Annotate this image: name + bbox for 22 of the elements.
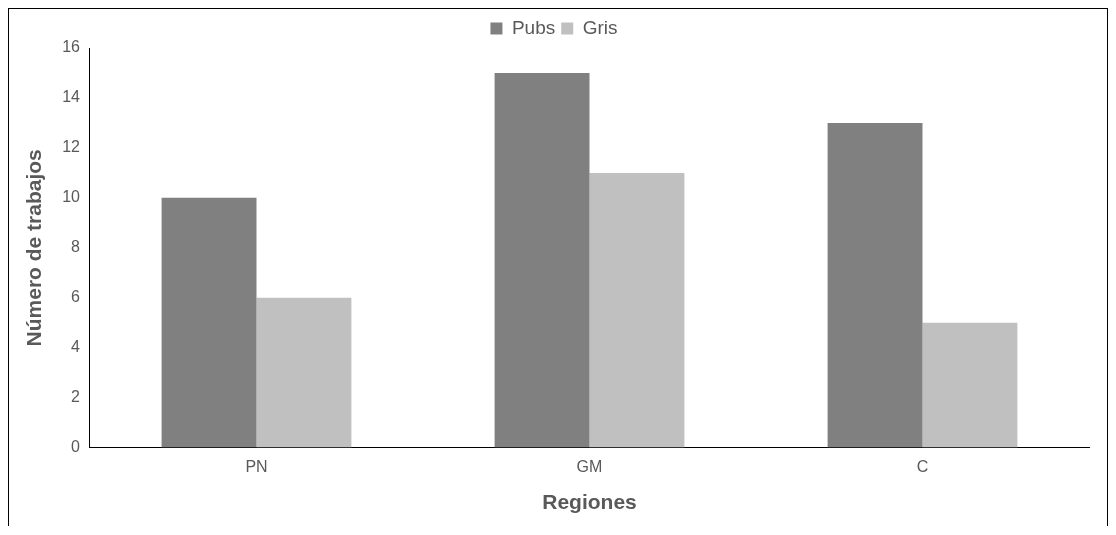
y-tick-label: 8	[71, 238, 81, 256]
bar	[922, 322, 1018, 448]
bar	[161, 197, 257, 448]
y-tick-label: 16	[62, 38, 81, 56]
bar	[589, 172, 685, 448]
bar	[494, 72, 590, 448]
y-tick-label: 2	[71, 388, 81, 406]
y-tick-label: 0	[71, 438, 81, 456]
legend-label: Gris	[582, 16, 618, 38]
bar	[256, 297, 352, 448]
y-tick-label: 10	[62, 188, 81, 206]
y-tick-label: 4	[71, 338, 81, 356]
y-tick-label: 14	[62, 88, 81, 106]
x-axis-title: Regiones	[542, 490, 637, 514]
x-tick-label: C	[916, 457, 929, 475]
y-tick-label: 12	[62, 138, 81, 156]
x-tick-label: PN	[245, 457, 268, 475]
legend-label: Pubs	[511, 16, 556, 38]
y-tick-label: 6	[71, 288, 81, 306]
x-tick-label: GM	[576, 457, 603, 475]
bar	[827, 122, 923, 448]
y-axis-title: Número de trabajos	[22, 149, 46, 347]
